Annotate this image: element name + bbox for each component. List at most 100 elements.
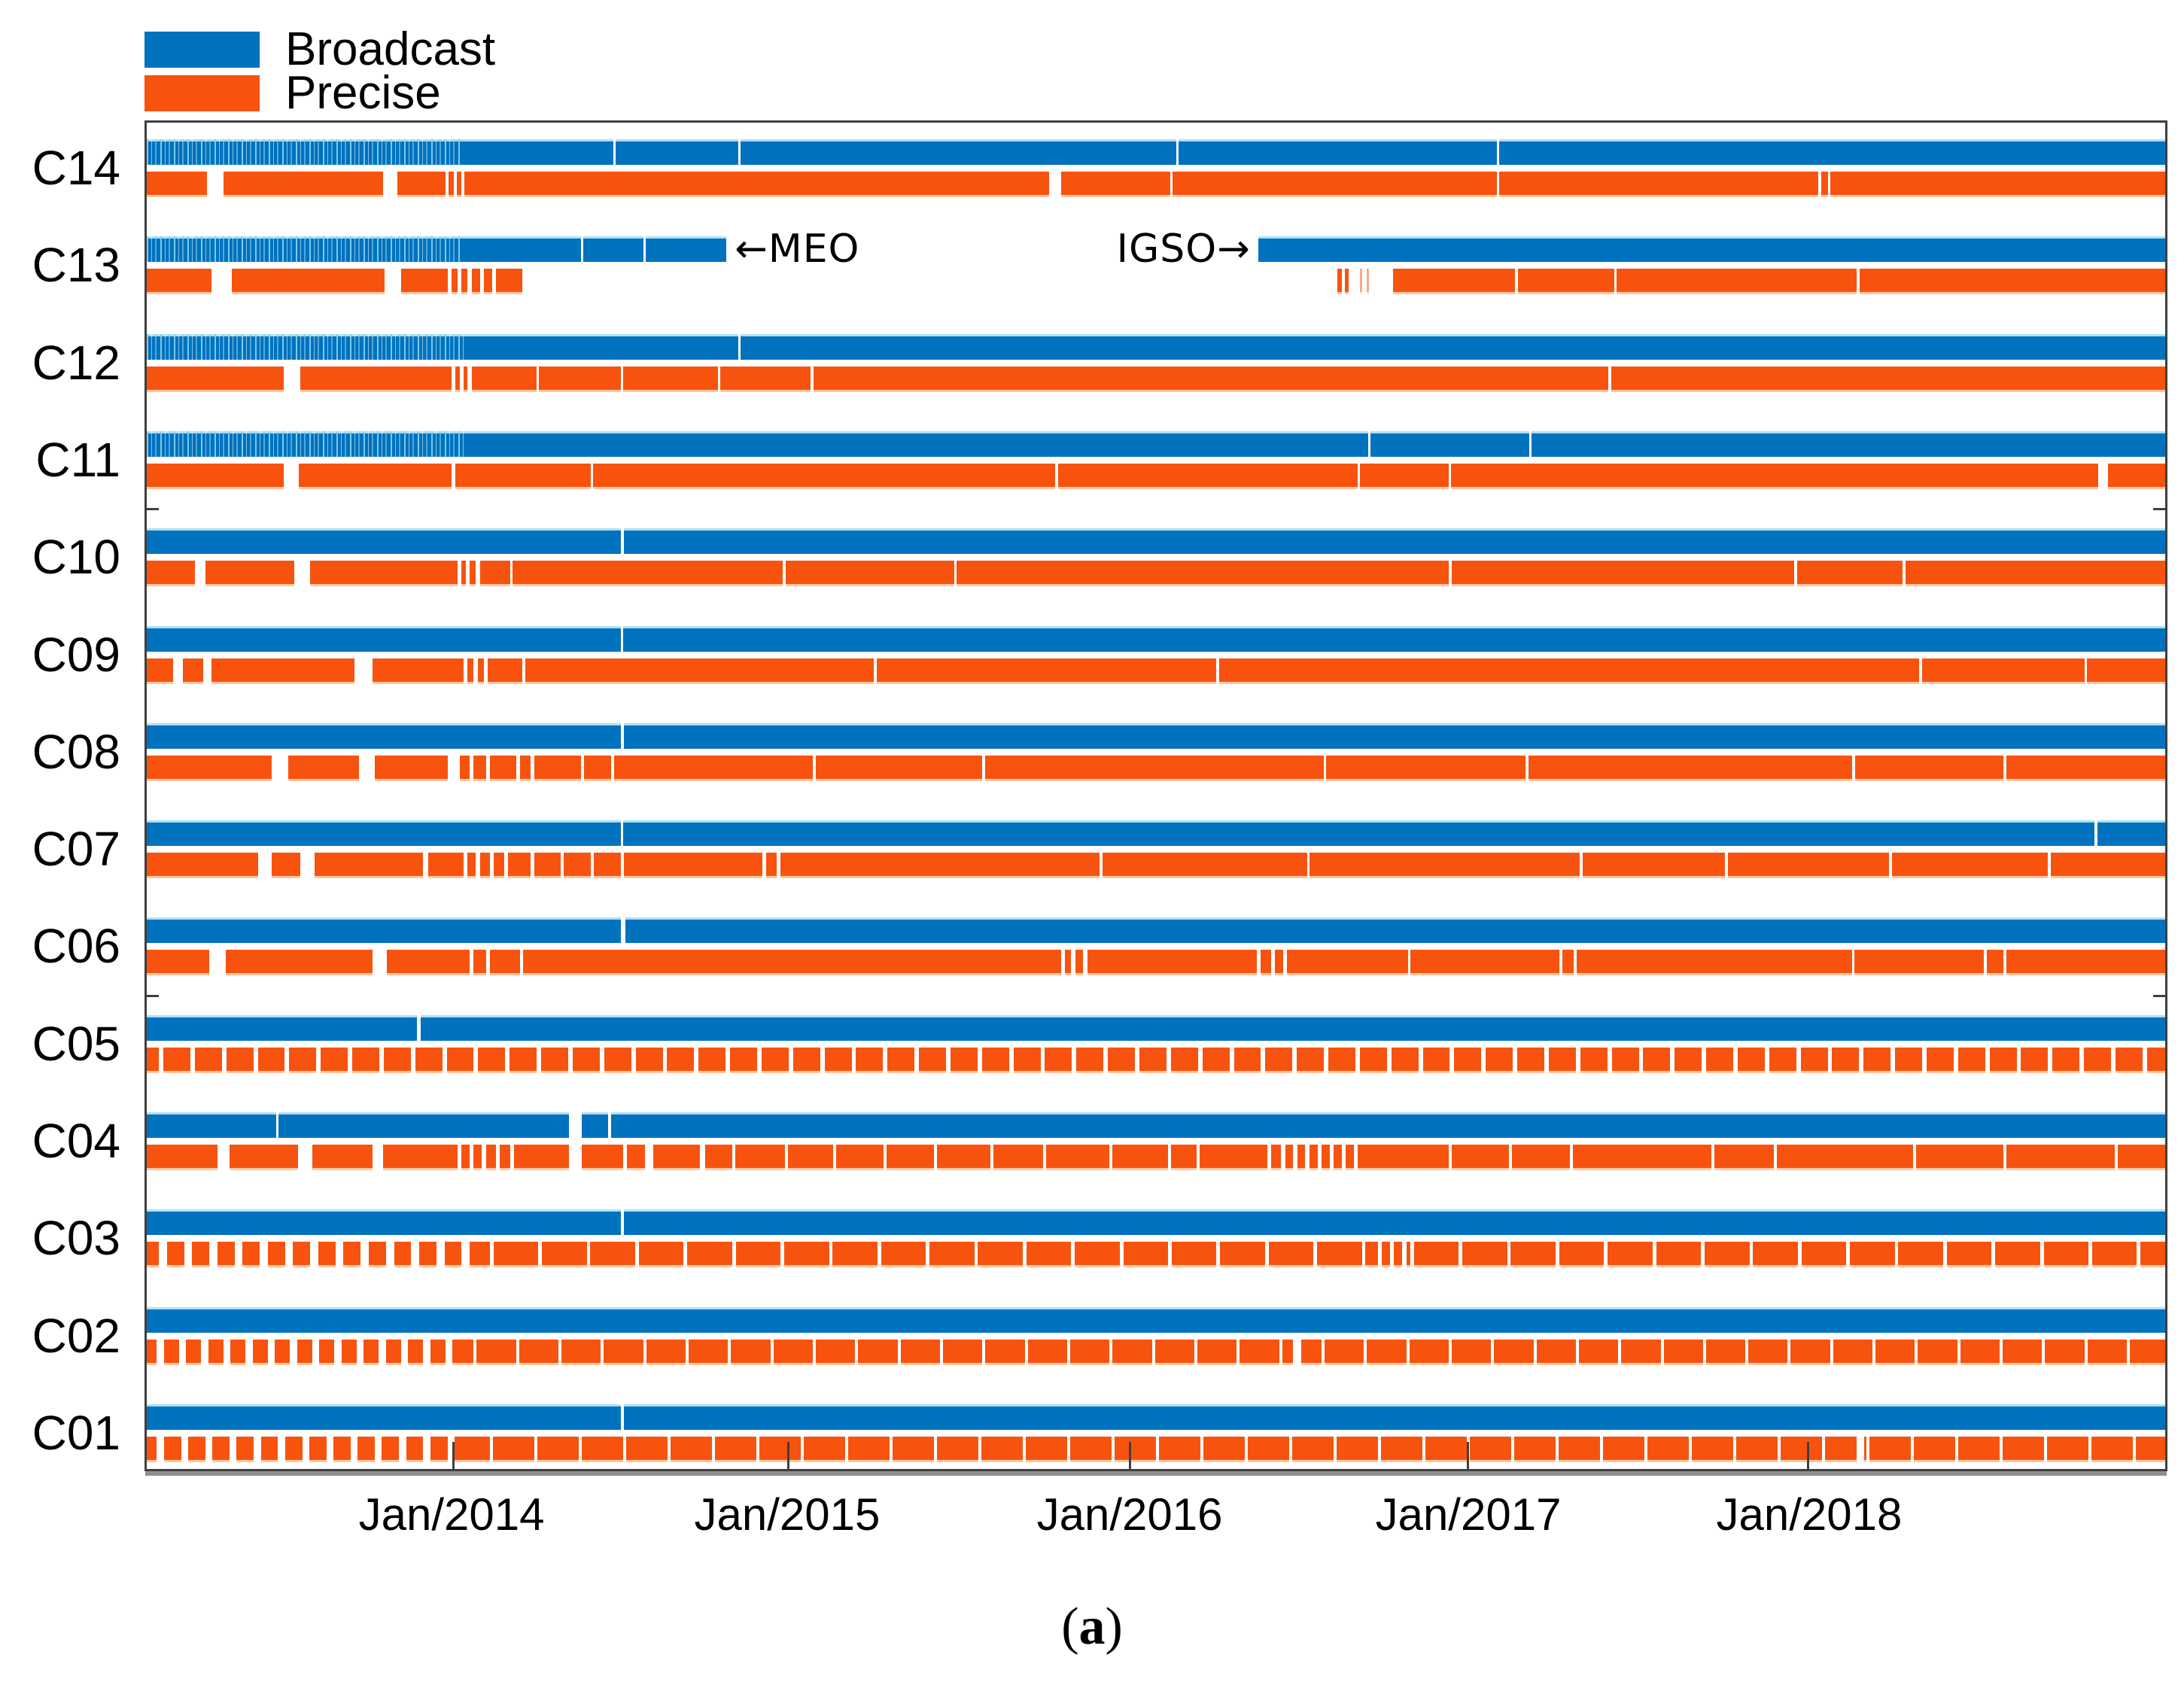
outage-gap: [1358, 463, 1361, 489]
outage-gap: [1817, 172, 1821, 197]
outage-gap: [1279, 1339, 1282, 1365]
outage-gap: [621, 917, 625, 944]
outage-gap: [580, 236, 583, 263]
outage-gap: [203, 658, 211, 684]
outage-gap: [725, 1047, 731, 1073]
outage-gap: [1983, 950, 1987, 976]
outage-gap: [1644, 1436, 1648, 1462]
outage-gap: [489, 1436, 493, 1462]
outage-gap: [423, 853, 429, 879]
outage-gap: [1197, 1047, 1203, 1073]
bar-segment: [147, 561, 2165, 587]
outage-gap: [1652, 1242, 1656, 1268]
outage-gap: [1281, 1145, 1285, 1170]
outage-gap: [1827, 1047, 1833, 1073]
legend-item-precise: Precise: [144, 70, 495, 117]
outage-gap: [1119, 1242, 1124, 1268]
outage-gap: [447, 1436, 455, 1462]
outage-gap: [201, 1339, 208, 1365]
outage-gap: [1135, 1047, 1139, 1073]
outage-gap: [1083, 950, 1087, 976]
outage-gap: [613, 139, 616, 165]
outage-gap: [1200, 1436, 1204, 1462]
outage-gap: [788, 1047, 793, 1073]
outage-gap: [260, 1242, 268, 1268]
outage-gap: [1022, 1242, 1027, 1268]
outage-gap: [978, 1436, 981, 1462]
outage-gap: [877, 1242, 881, 1268]
outage-gap: [302, 1436, 309, 1462]
outage-gap: [2133, 1436, 2137, 1462]
outage-gap: [622, 1145, 628, 1170]
y-label-c06: C06: [32, 919, 120, 974]
outage-gap: [485, 755, 490, 781]
broadcast-bar-c02: [147, 1306, 2165, 1333]
outage-gap: [385, 1242, 394, 1268]
outage-gap: [358, 755, 376, 781]
outage-gap: [1702, 1047, 1707, 1073]
outage-gap: [298, 1145, 312, 1170]
y-label-c07: C07: [32, 822, 120, 877]
outage-gap: [530, 853, 534, 879]
outage-gap: [1323, 755, 1326, 781]
x-tick-label: Jan/2018: [1716, 1489, 1903, 1540]
outage-gap: [1856, 269, 1860, 295]
outage-gap: [509, 1145, 515, 1170]
outage-gap: [1448, 463, 1452, 489]
outage-gap: [1711, 1145, 1714, 1170]
outage-gap: [1448, 1339, 1452, 1365]
outage-gap: [536, 366, 539, 392]
outage-gap: [1689, 1436, 1693, 1462]
outage-gap: [770, 1339, 774, 1365]
outage-gap: [1600, 1436, 1604, 1462]
outage-gap: [1942, 1242, 1947, 1268]
outage-gap: [379, 1047, 384, 1073]
outage-gap: [294, 561, 311, 587]
bar-segment: [147, 917, 2165, 944]
outage-gap: [813, 755, 817, 781]
outage-gap: [686, 1339, 689, 1365]
outage-gap: [1866, 1436, 1870, 1462]
outage-gap: [762, 853, 767, 879]
outage-gap: [2114, 1145, 2118, 1170]
outage-gap: [977, 1047, 982, 1073]
outage-gap: [776, 853, 781, 879]
bar-segment: [581, 1145, 2165, 1170]
outage-gap: [1054, 463, 1058, 489]
outage-gap: [1293, 1145, 1297, 1170]
outage-gap: [621, 853, 625, 879]
outage-gap: [1856, 1436, 1865, 1462]
precise-bar-c07: [147, 853, 2165, 879]
broadcast-bar-c10: [147, 528, 2165, 555]
outage-gap: [1915, 1339, 1918, 1365]
outage-gap: [379, 1339, 386, 1365]
outage-gap: [1406, 1339, 1410, 1365]
outage-gap: [373, 1145, 383, 1170]
broadcast-bar-c09: [147, 625, 2165, 652]
outage-gap: [1390, 1242, 1395, 1268]
precise-bar-c06: [147, 950, 2165, 976]
outage-gap: [520, 950, 524, 976]
outage-gap: [1367, 430, 1370, 457]
outage-gap: [2111, 1047, 2116, 1073]
outage-gap: [2000, 1339, 2003, 1365]
outage-gap: [209, 1242, 217, 1268]
outage-gap: [711, 1436, 715, 1462]
outage-gap: [1168, 1145, 1172, 1170]
outage-gap: [622, 1436, 626, 1462]
outage-gap: [683, 1242, 688, 1268]
outage-gap: [2098, 463, 2108, 489]
y-label-c09: C09: [32, 627, 120, 682]
outage-gap: [223, 1339, 231, 1365]
outage-gap: [2016, 1047, 2021, 1073]
outage-gap: [1830, 1339, 1833, 1365]
plot-area: ←MEO IGSO→: [147, 123, 2165, 1469]
broadcast-bar-c01: [147, 1403, 2165, 1430]
outage-gap: [423, 1436, 430, 1462]
broadcast-bar-c12: [147, 333, 2165, 360]
outage-gap: [851, 1047, 856, 1073]
y-group-tick: [2153, 994, 2165, 997]
outage-gap: [1282, 950, 1288, 976]
precise-bar-c08: [147, 755, 2165, 781]
outage-gap: [621, 366, 624, 392]
